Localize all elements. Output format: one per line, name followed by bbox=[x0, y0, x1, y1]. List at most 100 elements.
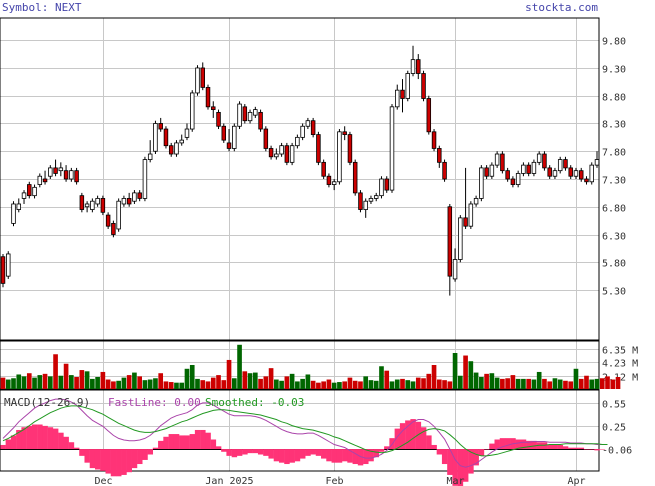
candle-body bbox=[27, 184, 32, 197]
macd-histogram-bar bbox=[31, 424, 38, 450]
macd-histogram-bar bbox=[200, 429, 206, 450]
macd-histogram-bar bbox=[252, 449, 259, 454]
macd-fast-label: FastLine: 0.00 bbox=[108, 396, 201, 409]
volume-bar bbox=[384, 370, 390, 389]
macd-histogram-bar bbox=[426, 435, 432, 450]
candle-body bbox=[584, 178, 589, 183]
macd-histogram-bar bbox=[273, 449, 280, 462]
volume-bar bbox=[21, 376, 27, 389]
candle-body bbox=[174, 142, 179, 155]
candle-body bbox=[442, 161, 447, 180]
candle-body bbox=[74, 170, 79, 183]
volume-bar bbox=[457, 375, 463, 389]
candle-body bbox=[337, 131, 342, 183]
candle-body bbox=[163, 128, 169, 147]
volume-bar bbox=[305, 374, 311, 389]
macd-histogram-bar bbox=[520, 439, 527, 450]
candle-body bbox=[568, 167, 573, 177]
macd-histogram-bar bbox=[499, 438, 506, 450]
volume-bar bbox=[121, 377, 127, 389]
date-tick-label: Feb bbox=[325, 476, 343, 486]
candle-body bbox=[521, 164, 526, 174]
macd-histogram-bar bbox=[420, 427, 427, 450]
volume-bar bbox=[116, 380, 121, 389]
macd-histogram-bar bbox=[10, 435, 17, 450]
macd-histogram-bar bbox=[168, 434, 175, 450]
volume-bar bbox=[132, 372, 137, 389]
candle-body bbox=[358, 192, 363, 210]
macd-histogram-bar bbox=[126, 449, 132, 473]
candle-body bbox=[21, 192, 27, 199]
candle-body bbox=[147, 153, 153, 160]
candle-body bbox=[32, 186, 37, 197]
macd-histogram-bar bbox=[547, 444, 553, 450]
macd-histogram-bar bbox=[483, 449, 490, 450]
macd-histogram-bar bbox=[310, 449, 316, 455]
macd-histogram-bar bbox=[300, 449, 306, 459]
volume-bar bbox=[342, 381, 348, 389]
candle-body bbox=[352, 161, 358, 194]
candle-body bbox=[578, 170, 584, 180]
volume-bar bbox=[431, 365, 437, 389]
macd-histogram-bar bbox=[436, 449, 443, 455]
volume-tick-label: 6.35 M bbox=[602, 346, 638, 357]
candle-body bbox=[189, 92, 195, 130]
macd-histogram-bar bbox=[242, 449, 248, 455]
volume-tick-label: 4.23 M bbox=[602, 359, 638, 370]
candle-body bbox=[42, 178, 48, 183]
candle-body bbox=[331, 181, 337, 185]
candle-body bbox=[395, 89, 400, 108]
volume-bar bbox=[189, 365, 195, 389]
candle-body bbox=[316, 134, 321, 163]
volume-bar bbox=[479, 377, 484, 389]
macd-label: MACD(12-26-9) bbox=[4, 396, 90, 409]
macd-histogram-bar bbox=[42, 425, 48, 450]
candle-body bbox=[489, 164, 495, 177]
candle-body bbox=[410, 59, 416, 74]
macd-histogram-bar bbox=[552, 444, 558, 450]
volume-bar bbox=[542, 378, 547, 389]
volume-bar bbox=[452, 353, 458, 389]
volume-bar bbox=[284, 376, 290, 389]
candle-body bbox=[547, 167, 552, 177]
volume-bar bbox=[599, 378, 605, 389]
candle-body bbox=[542, 153, 547, 169]
volume-bar bbox=[331, 382, 337, 389]
macd-histogram-bar bbox=[105, 449, 111, 474]
candle-body bbox=[179, 139, 184, 144]
candle-body bbox=[510, 178, 516, 185]
volume-bar bbox=[489, 373, 495, 389]
candle-body bbox=[69, 170, 74, 180]
price-tick-label: 8.80 bbox=[602, 93, 626, 104]
candle-body bbox=[447, 206, 453, 277]
macd-tick-label: 0.55 bbox=[602, 400, 626, 411]
candle-body bbox=[384, 178, 389, 191]
candle-body bbox=[53, 167, 58, 174]
macd-histogram-bar bbox=[321, 449, 327, 459]
volume-bar bbox=[32, 377, 37, 389]
macd-histogram-bar bbox=[179, 435, 185, 450]
macd-histogram-bar bbox=[531, 440, 537, 450]
candle-body bbox=[142, 159, 148, 199]
candle-body bbox=[263, 128, 269, 149]
volume-bar bbox=[247, 373, 253, 389]
volume-bar bbox=[137, 376, 143, 389]
macd-histogram-bar bbox=[289, 449, 295, 463]
candle-body bbox=[253, 109, 258, 116]
candle-body bbox=[279, 145, 284, 155]
candle-body bbox=[300, 125, 305, 138]
volume-panel: 6.35 M4.23 M2.12 M bbox=[0, 340, 638, 390]
candle-body bbox=[79, 195, 85, 210]
volume-grid bbox=[0, 341, 599, 389]
volume-bar bbox=[347, 377, 353, 389]
macd-histogram-bar bbox=[247, 449, 253, 454]
macd-histogram-bar bbox=[326, 449, 332, 462]
candle-body bbox=[242, 106, 248, 122]
candle-body bbox=[589, 164, 594, 183]
candle-body bbox=[168, 145, 174, 155]
macd-histogram-bar bbox=[489, 443, 495, 450]
symbol-label: Symbol: NEXT bbox=[2, 1, 82, 14]
candle-body bbox=[16, 203, 22, 210]
